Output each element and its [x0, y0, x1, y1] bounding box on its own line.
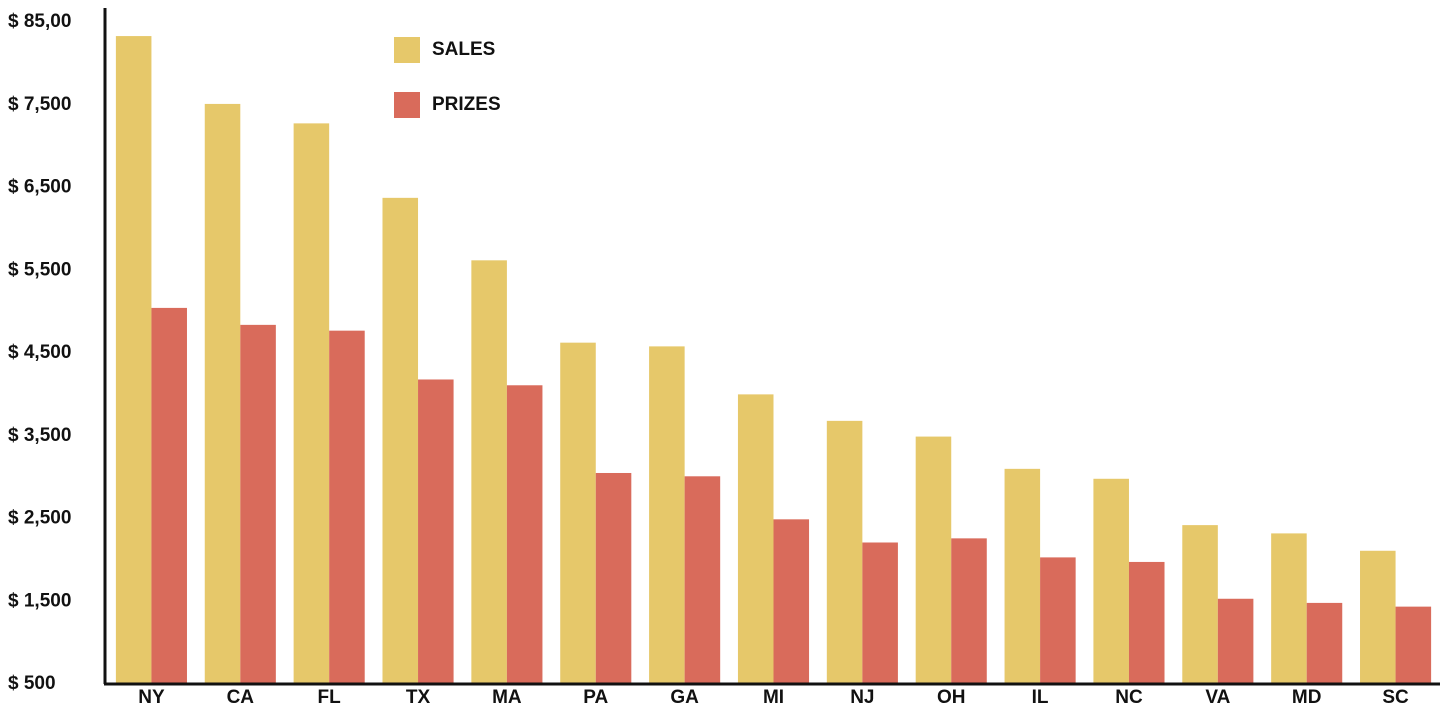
x-tick-label: OH	[937, 687, 966, 708]
bar	[240, 324, 276, 684]
x-tick-label: MA	[492, 687, 522, 708]
bar	[471, 260, 507, 684]
bar	[684, 476, 721, 684]
bar	[560, 342, 596, 684]
bar	[115, 36, 152, 684]
x-tick-label: NY	[138, 687, 165, 708]
bar	[862, 542, 898, 684]
bar	[773, 519, 810, 684]
bar	[1040, 557, 1076, 684]
bar	[595, 472, 632, 684]
bar	[418, 379, 454, 684]
bar	[506, 385, 543, 684]
x-tick-label: FL	[318, 687, 342, 708]
bar	[1360, 550, 1396, 684]
x-tick-label: GA	[670, 687, 699, 708]
y-tick-label: $ 4,500	[8, 342, 71, 363]
bar	[1182, 525, 1218, 684]
x-tick-label: PA	[583, 687, 608, 708]
x-tick-label: CA	[227, 687, 255, 708]
x-tick-label: MD	[1292, 687, 1322, 708]
y-tick-label: $ 500	[8, 673, 56, 694]
bar	[204, 103, 241, 685]
bar	[649, 346, 685, 684]
x-tick-label: NC	[1115, 687, 1143, 708]
x-tick-label: SC	[1382, 687, 1409, 708]
y-tick-label: $ 5,500	[8, 259, 71, 280]
x-tick-label: MI	[763, 687, 784, 708]
bar	[737, 394, 774, 684]
legend-swatch	[394, 92, 420, 118]
x-tick-label: IL	[1032, 687, 1049, 708]
bar	[951, 538, 987, 684]
x-tick-label: TX	[406, 687, 431, 708]
legend-label: PRIZES	[432, 94, 501, 115]
bar	[826, 420, 863, 684]
bar	[915, 436, 952, 684]
x-tick-label: VA	[1205, 687, 1230, 708]
bar	[151, 307, 187, 684]
bar	[329, 330, 365, 684]
bar	[1128, 561, 1165, 684]
legend-swatch	[394, 37, 420, 63]
y-tick-label: $ 6,500	[8, 177, 71, 198]
bar	[1271, 533, 1307, 684]
x-tick-label: NJ	[850, 687, 874, 708]
y-tick-label: $ 7,500	[8, 94, 71, 115]
bar	[1093, 478, 1129, 684]
bar	[1395, 606, 1432, 684]
y-tick-label: $ 1,500	[8, 590, 71, 611]
legend-label: SALES	[432, 39, 495, 60]
bar	[1217, 598, 1254, 684]
y-tick-label: $ 85,00	[8, 11, 71, 32]
y-tick-label: $ 3,500	[8, 425, 71, 446]
bar	[293, 123, 330, 684]
bar	[1306, 602, 1343, 684]
y-tick-label: $ 2,500	[8, 508, 71, 529]
bar	[382, 197, 419, 684]
bar	[1004, 468, 1041, 684]
